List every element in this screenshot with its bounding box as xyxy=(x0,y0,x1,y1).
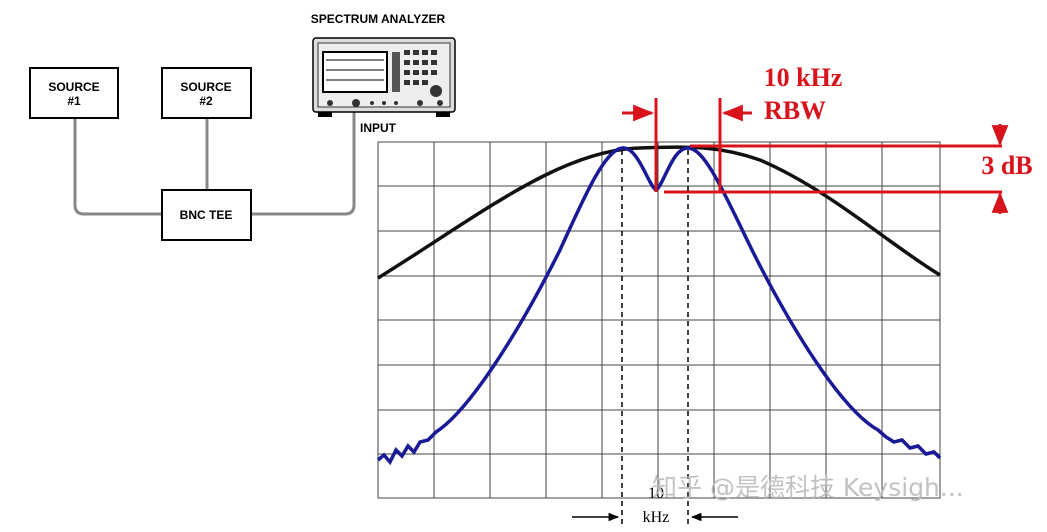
graticule xyxy=(377,141,941,499)
analyzer-title: SPECTRUM ANALYZER xyxy=(311,12,446,26)
source-label: SOURCE xyxy=(48,80,99,94)
amplitude-label: 3 dB xyxy=(981,151,1032,180)
analyzer-icon xyxy=(312,37,456,117)
bnc-tee: BNC TEE xyxy=(161,189,252,241)
source-2: SOURCE #2 xyxy=(161,67,252,119)
rbw-markers xyxy=(622,98,1009,214)
rbw-label: RBW xyxy=(764,96,826,125)
input-label: INPUT xyxy=(360,121,397,135)
peak-markers xyxy=(621,150,689,528)
separation-value: 10 xyxy=(648,485,664,502)
separation-unit: kHz xyxy=(643,509,670,526)
narrow-rbw-trace xyxy=(376,146,942,466)
source-label: SOURCE xyxy=(180,80,231,94)
tee-label: BNC TEE xyxy=(180,208,233,222)
wires xyxy=(73,112,356,216)
watermark: 知乎 @是德科技 Keysigh... xyxy=(652,473,964,502)
source-number: #1 xyxy=(67,94,81,108)
rbw-value: 10 kHz xyxy=(764,63,843,92)
source-1: SOURCE #1 xyxy=(29,67,119,119)
source-number: #2 xyxy=(199,94,213,108)
wide-rbw-trace xyxy=(377,145,941,280)
